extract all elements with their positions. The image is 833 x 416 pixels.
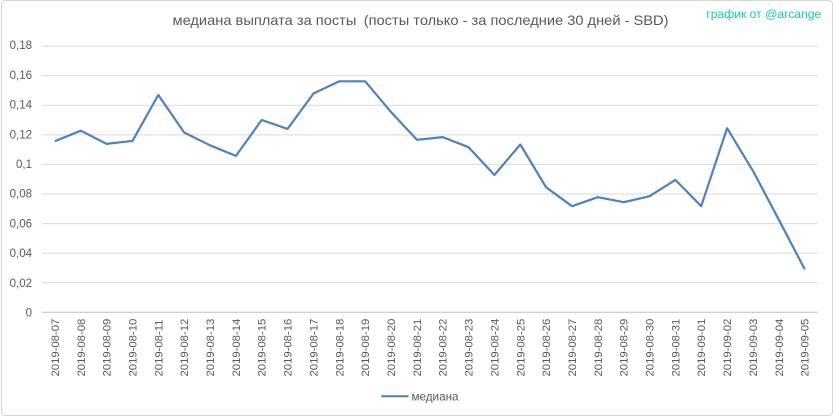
svg-text:2019-08-30: 2019-08-30 (645, 319, 657, 377)
svg-text:2019-09-03: 2019-09-03 (748, 319, 760, 377)
svg-text:медиана: медиана (412, 389, 459, 403)
svg-text:2019-09-01: 2019-09-01 (696, 319, 708, 377)
svg-text:0,12: 0,12 (10, 129, 32, 141)
svg-text:2019-08-20: 2019-08-20 (386, 319, 398, 377)
svg-text:2019-08-16: 2019-08-16 (283, 319, 295, 377)
svg-text:0,02: 0,02 (10, 278, 32, 290)
svg-text:2019-08-27: 2019-08-27 (567, 319, 579, 377)
svg-text:2019-09-05: 2019-09-05 (800, 319, 812, 377)
svg-text:2019-08-29: 2019-08-29 (619, 319, 631, 377)
svg-text:0,18: 0,18 (10, 40, 32, 52)
svg-text:2019-08-15: 2019-08-15 (257, 319, 269, 377)
svg-text:2019-08-21: 2019-08-21 (412, 319, 424, 377)
svg-text:0,16: 0,16 (10, 70, 32, 82)
svg-text:0,14: 0,14 (10, 100, 33, 112)
svg-text:2019-08-13: 2019-08-13 (205, 319, 217, 377)
svg-text:2019-08-07: 2019-08-07 (50, 319, 62, 377)
svg-text:2019-08-14: 2019-08-14 (231, 319, 243, 377)
svg-text:2019-08-18: 2019-08-18 (334, 319, 346, 377)
svg-text:2019-08-12: 2019-08-12 (179, 319, 191, 377)
svg-text:2019-08-10: 2019-08-10 (128, 319, 140, 377)
svg-text:2019-08-26: 2019-08-26 (541, 319, 553, 377)
svg-text:2019-08-23: 2019-08-23 (464, 319, 476, 377)
svg-text:2019-09-02: 2019-09-02 (722, 319, 734, 377)
svg-text:2019-08-28: 2019-08-28 (593, 319, 605, 377)
svg-text:2019-08-11: 2019-08-11 (153, 320, 165, 377)
svg-text:0,04: 0,04 (10, 248, 33, 260)
svg-text:2019-08-24: 2019-08-24 (489, 319, 501, 377)
svg-text:0,08: 0,08 (10, 189, 32, 201)
svg-text:медиана выплата за посты (пост: медиана выплата за посты (посты только -… (173, 12, 669, 28)
svg-text:2019-08-31: 2019-08-31 (670, 319, 682, 377)
svg-text:2019-09-04: 2019-09-04 (774, 319, 786, 377)
svg-text:2019-08-17: 2019-08-17 (309, 319, 321, 377)
svg-text:0,06: 0,06 (10, 218, 32, 230)
svg-text:график от @arcange: график от @arcange (706, 7, 821, 21)
svg-text:0,1: 0,1 (16, 159, 32, 171)
svg-text:2019-08-09: 2019-08-09 (102, 319, 114, 377)
svg-text:2019-08-25: 2019-08-25 (515, 319, 527, 377)
svg-text:2019-08-08: 2019-08-08 (76, 319, 88, 377)
svg-text:0: 0 (26, 308, 32, 320)
svg-text:2019-08-22: 2019-08-22 (438, 319, 450, 377)
svg-text:2019-08-19: 2019-08-19 (360, 319, 372, 377)
